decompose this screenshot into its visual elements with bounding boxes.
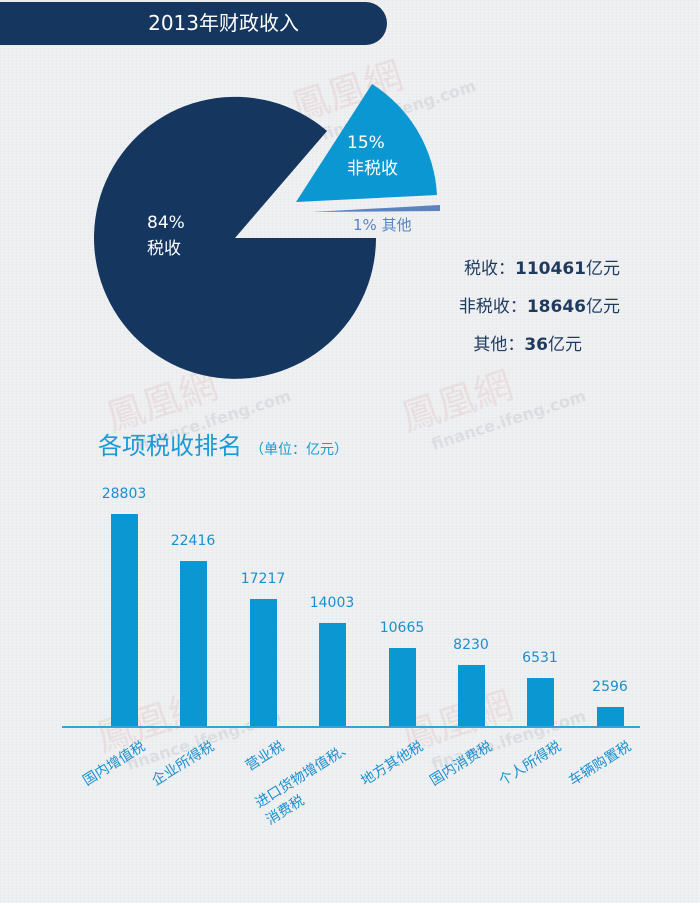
bar-value-label: 10665 — [379, 620, 425, 636]
bar-chart-title: 各项税收排名 （单位：亿元） — [98, 432, 348, 460]
bar — [458, 665, 485, 726]
bar-value-label: 17217 — [240, 571, 286, 587]
unit-note: （单位：亿元） — [250, 442, 348, 458]
bar — [180, 561, 207, 726]
pie-slice-tax — [94, 96, 376, 379]
bar-value-label: 2596 — [592, 679, 628, 695]
summary-item-other: 其他：36亿元 — [473, 335, 582, 355]
bar — [597, 707, 624, 726]
bar-value-label: 6531 — [522, 650, 558, 666]
bar — [319, 623, 346, 726]
bar-value-label: 8230 — [453, 637, 489, 653]
bar — [389, 648, 416, 726]
summary-item-tax: 税收：110461亿元 — [464, 259, 620, 279]
bar-value-label: 22416 — [170, 533, 216, 549]
pie-slice-nontax — [296, 84, 437, 202]
bar-value-label: 28803 — [101, 486, 147, 502]
x-axis-line — [62, 726, 640, 728]
pie-label-nontax: 15% 非税收 — [347, 133, 398, 179]
pie-label-other: 1% 其他 — [353, 216, 412, 234]
bar — [111, 514, 138, 726]
summary-item-nontax: 非税收：18646亿元 — [458, 297, 620, 317]
bar — [527, 678, 554, 726]
page-title: 2013年财政收入 — [0, 2, 387, 45]
pie-slice-other — [312, 205, 440, 212]
pie-label-tax: 84% 税收 — [147, 213, 185, 259]
bar — [250, 599, 277, 726]
bar-value-label: 14003 — [309, 595, 355, 611]
summary-list: 税收：110461亿元 非税收：18646亿元 其他：36亿元 — [420, 250, 620, 364]
pie-chart — [94, 84, 440, 379]
